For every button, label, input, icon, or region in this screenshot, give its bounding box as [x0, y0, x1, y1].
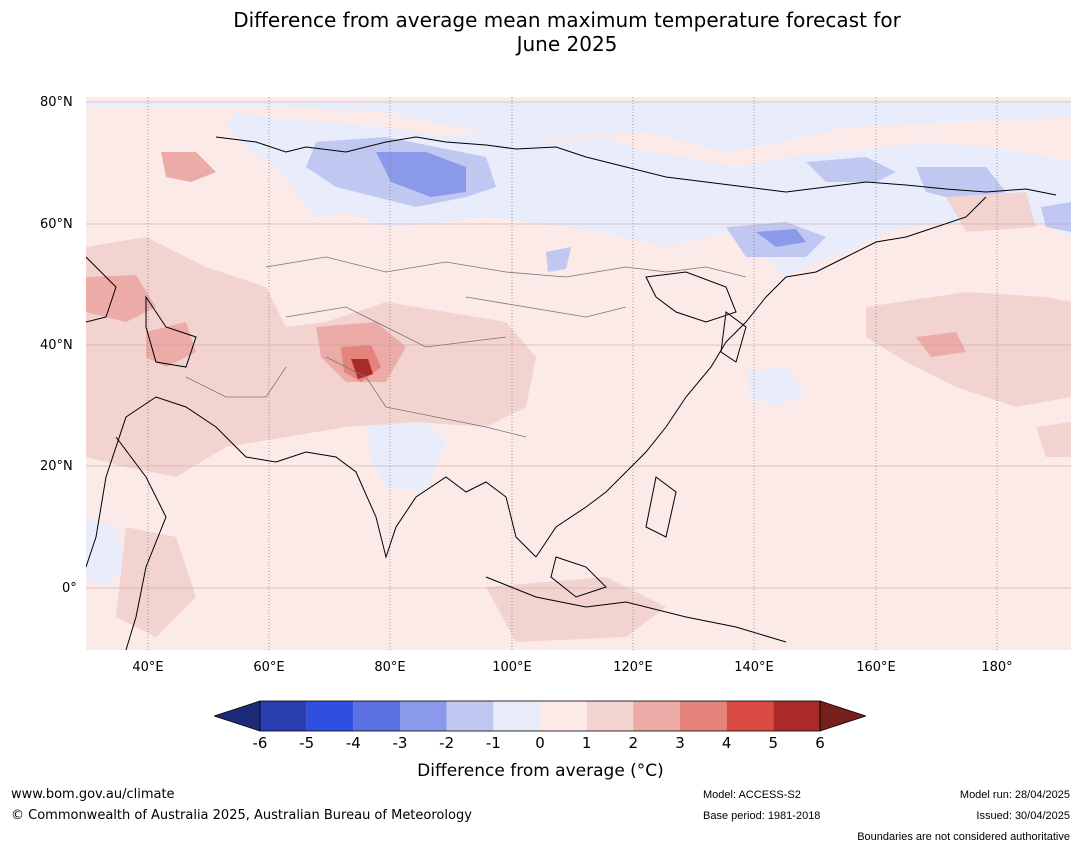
china-western-border	[285, 306, 507, 348]
black-sea	[86, 256, 117, 323]
colorbar-segment	[260, 701, 307, 731]
base-period-text: Base period: 1981-2018	[703, 810, 821, 822]
colorbar-tick-label: -5	[299, 734, 315, 752]
lat-label-20n: 20°N	[40, 459, 73, 474]
mongolia-border	[465, 296, 627, 318]
colorbar-segment	[680, 701, 727, 731]
lon-label-100e: 100°E	[492, 660, 532, 675]
cool-anomaly-regions	[86, 102, 1071, 587]
country-borders	[185, 256, 747, 438]
colorbar-segment	[446, 701, 494, 731]
lat-label-60n: 60°N	[40, 217, 73, 232]
colorbar-tick-label: -1	[485, 734, 501, 752]
colorbar-segment	[726, 701, 774, 731]
lon-label-140e: 140°E	[734, 660, 774, 675]
colorbar-segment	[540, 701, 587, 731]
boundaries-note: Boundaries are not considered authoritat…	[857, 831, 1070, 843]
lat-label-40n: 40°N	[40, 338, 73, 353]
arabia-coastline	[86, 396, 277, 568]
temperature-anomaly-map	[86, 97, 1071, 650]
kolyma-cool	[916, 167, 1006, 202]
mongolia-cool-spot	[546, 247, 571, 272]
colorbar-tick-label: 5	[768, 734, 779, 752]
lon-label-80e: 80°E	[374, 660, 406, 675]
bering-cool	[1041, 202, 1071, 232]
lon-label-40e: 40°E	[132, 660, 164, 675]
central-asia-warm	[86, 237, 536, 477]
colorbar-tick-label: -6	[252, 734, 268, 752]
colorbar-arrow-high	[819, 700, 866, 732]
west-siberia-core	[376, 152, 466, 197]
colorbar-segment	[400, 701, 447, 731]
himalaya-border	[325, 356, 527, 438]
philippines-coast	[645, 476, 677, 538]
colorbar-segment	[586, 701, 634, 731]
warm-anomaly-regions	[86, 152, 1071, 642]
colorbar-segment	[306, 701, 354, 731]
north-pacific-warm	[866, 292, 1071, 407]
east-pacific-warm	[1036, 422, 1071, 457]
colorbar-tick-label: 6	[815, 734, 825, 752]
caspian-sea	[145, 295, 197, 368]
colorbar-tick-label: 4	[721, 734, 732, 752]
colorbar-tick-label: -4	[345, 734, 361, 752]
okhotsk-core	[756, 229, 806, 247]
chart-title: Difference from average mean maximum tem…	[0, 8, 1081, 56]
arctic-coastline	[215, 136, 1057, 196]
korea-region	[645, 271, 737, 323]
colorbar-tick-label: 0	[535, 734, 545, 752]
lat-label-80n: 80°N	[40, 95, 73, 110]
caspian-warm	[86, 275, 156, 322]
map-parallels	[86, 101, 1071, 589]
colorbar-segment	[773, 701, 820, 731]
colorbar-arrow-low	[214, 700, 261, 732]
east-africa-warm	[116, 527, 196, 637]
red-sea-africa-coastline	[115, 436, 167, 650]
indonesia-coast	[485, 576, 787, 643]
middle-east-border	[185, 366, 287, 398]
tibet-core-warm	[351, 359, 373, 379]
colorbar-frame	[259, 700, 821, 732]
colorbar-tick-label: 1	[581, 734, 592, 752]
borneo-coast	[550, 556, 607, 598]
colorbar-label: Difference from average (°C)	[417, 761, 664, 781]
chukotka-warm	[946, 192, 1036, 232]
title-line-2: June 2025	[516, 32, 618, 56]
pacific-coastline-north	[785, 196, 987, 278]
title-line-1: Difference from average mean maximum tem…	[233, 8, 901, 32]
lat-label-0: 0°	[62, 581, 77, 596]
russia-southern-border	[265, 256, 747, 278]
japan-coast	[720, 311, 747, 363]
scandinavia-warm	[161, 152, 216, 182]
south-asia-coastline	[275, 451, 537, 559]
colorbar-tick-label: 2	[628, 734, 639, 752]
lon-label-160e: 160°E	[856, 660, 896, 675]
colorbar-tick-label: 3	[675, 734, 685, 752]
lon-label-180: 180°	[981, 660, 1013, 675]
map-gridlines	[147, 97, 998, 650]
colorbar-tick-label: -3	[392, 734, 408, 752]
colorbar-segment	[353, 701, 400, 731]
indonesia-warm	[486, 577, 666, 642]
arctic-cool-band	[86, 102, 1071, 152]
issued-text: Issued: 30/04/2025	[976, 810, 1070, 822]
colorbar-segment	[633, 701, 680, 731]
coastlines	[86, 136, 1057, 650]
east-asia-coastline	[535, 276, 787, 558]
east-siberia-cool	[806, 157, 896, 182]
india-cool-region	[366, 412, 446, 492]
model-run-text: Model run: 28/04/2025	[959, 789, 1070, 801]
lon-label-60e: 60°E	[253, 660, 285, 675]
pacific-cool-spot	[746, 367, 806, 407]
colorbar-segment	[493, 701, 540, 731]
lon-label-120e: 120°E	[613, 660, 653, 675]
north-pacific-core	[916, 332, 966, 357]
colorbar	[214, 700, 866, 732]
colorbar-tick-label: -2	[439, 734, 455, 752]
model-text: Model: ACCESS-S2	[703, 789, 801, 801]
copyright-text: © Commonwealth of Australia 2025, Austra…	[11, 808, 472, 823]
website-text: www.bom.gov.au/climate	[11, 787, 175, 802]
